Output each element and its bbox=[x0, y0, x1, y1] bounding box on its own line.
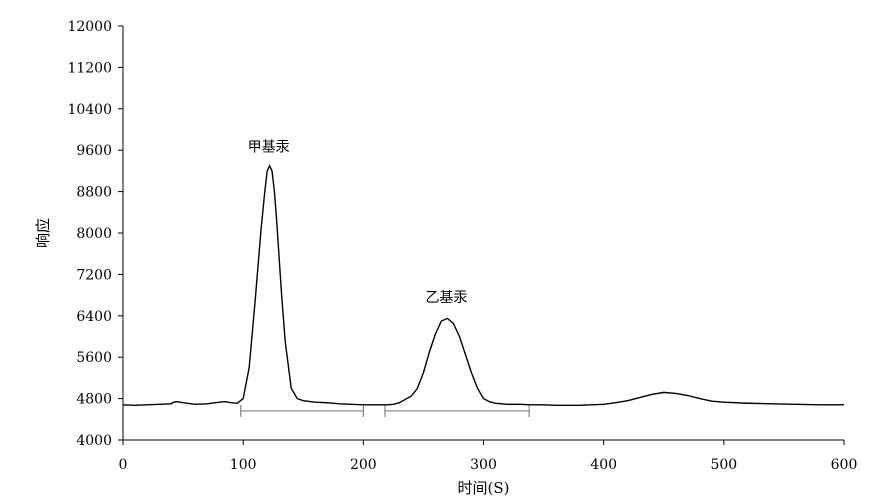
x-tick-label: 400 bbox=[590, 457, 617, 473]
peak-label: 甲基汞 bbox=[248, 139, 290, 156]
y-tick-label: 4800 bbox=[76, 392, 112, 408]
x-tick-label: 0 bbox=[119, 457, 128, 473]
x-tick-label: 500 bbox=[710, 457, 737, 473]
y-tick-label: 4000 bbox=[76, 433, 112, 449]
y-tick-label: 6400 bbox=[76, 309, 112, 325]
y-tick-label: 11200 bbox=[67, 60, 112, 76]
y-axis-title: 响应 bbox=[34, 218, 52, 248]
x-tick-label: 200 bbox=[350, 457, 377, 473]
x-tick-label: 600 bbox=[831, 457, 858, 473]
series-line bbox=[122, 164, 844, 407]
y-tick-label: 7200 bbox=[76, 267, 112, 283]
integration-ranges bbox=[240, 404, 530, 417]
x-tick-label: 300 bbox=[470, 457, 497, 473]
y-tick-label: 10400 bbox=[67, 102, 112, 118]
y-tick-label: 9600 bbox=[76, 143, 112, 159]
y-tick-label: 12000 bbox=[67, 19, 112, 35]
peak-label: 乙基汞 bbox=[425, 289, 467, 306]
y-tick-label: 5600 bbox=[76, 350, 112, 366]
x-tick-label: 100 bbox=[230, 457, 257, 473]
x-axis-title: 时间(S) bbox=[458, 479, 510, 497]
y-tick-label: 8000 bbox=[76, 226, 112, 242]
axes: 0 100 200 300 400 500 600 4000 4800 5600 6400 7200 8… bbox=[67, 19, 857, 473]
y-tick-label: 8800 bbox=[76, 185, 112, 201]
